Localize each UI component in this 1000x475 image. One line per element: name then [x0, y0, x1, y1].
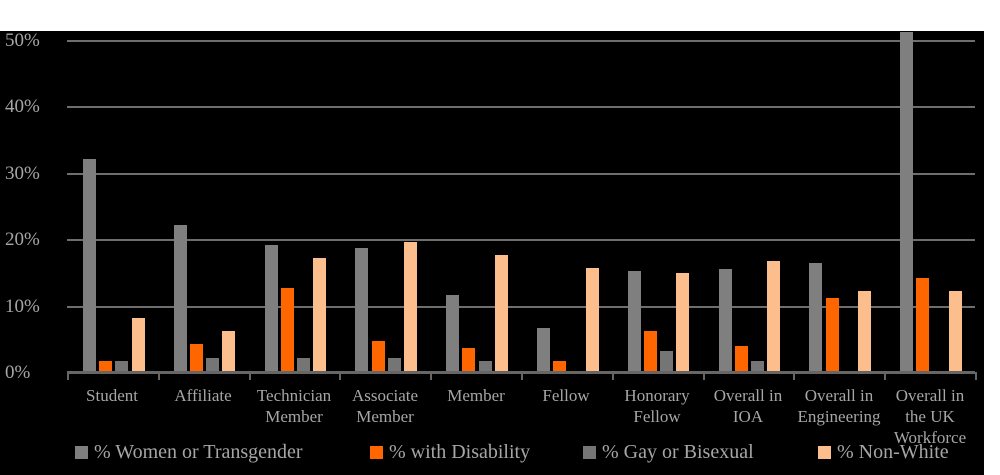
- chart-background: [0, 31, 984, 475]
